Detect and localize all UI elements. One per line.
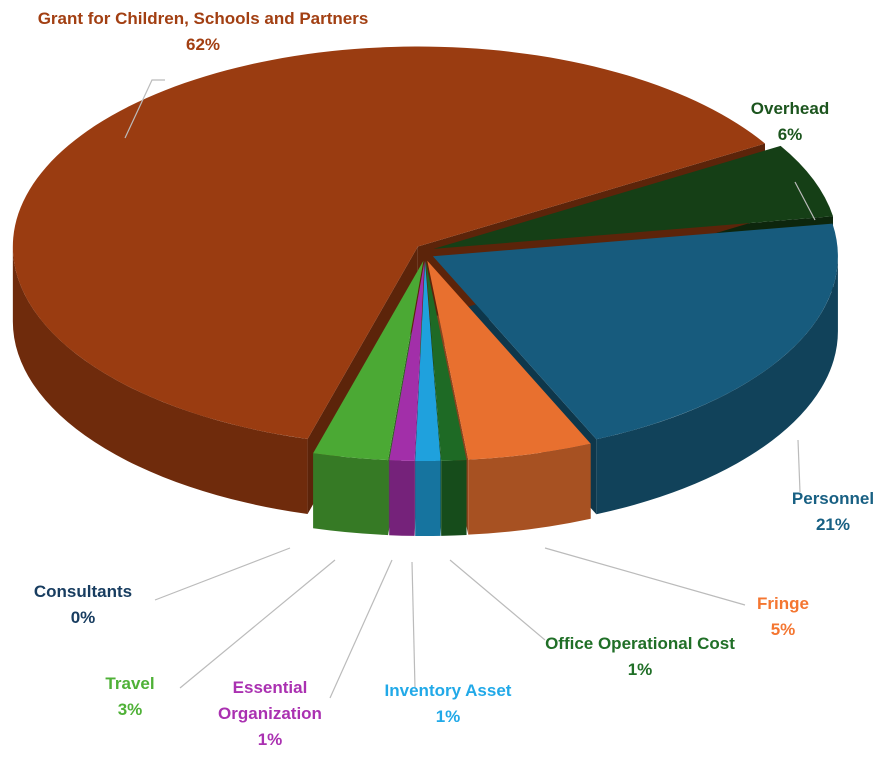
value-label: 1%	[257, 730, 283, 749]
slice-wall	[415, 460, 441, 536]
leader-line	[124, 79, 165, 139]
category-label: Consultants	[33, 582, 133, 601]
category-label: Overhead	[750, 99, 830, 118]
value-label: 21%	[815, 515, 851, 534]
value-label: 1%	[627, 660, 653, 679]
data-label: Essential Organization 1%	[200, 675, 340, 753]
slice-wall	[441, 459, 467, 536]
slice	[313, 260, 424, 461]
leader-line	[154, 547, 291, 601]
category-label: Inventory Asset	[384, 681, 512, 700]
leader-line	[794, 181, 816, 221]
data-label: Travel 3%	[105, 671, 154, 723]
slice-wall	[596, 256, 838, 515]
leader-line	[329, 559, 393, 699]
data-label: Inventory Asset 1%	[385, 678, 512, 730]
leader-line	[411, 561, 416, 689]
leader-line	[449, 559, 546, 641]
leader-line	[544, 547, 746, 606]
slice-wall	[12, 246, 308, 514]
data-label: Office Operational Cost 1%	[540, 631, 740, 683]
data-label: Consultants 0%	[34, 579, 132, 631]
slice	[427, 260, 591, 460]
data-label: Overhead 6%	[751, 96, 829, 148]
slice-wall	[313, 453, 389, 536]
slice	[415, 261, 441, 461]
leader-line	[797, 439, 801, 493]
value-label: 5%	[770, 620, 796, 639]
data-label: Grant for Children, Schools and Partners…	[38, 6, 369, 58]
slice	[425, 260, 467, 461]
category-label: Grant for Children, Schools and Partners	[37, 9, 369, 28]
category-label: Fringe	[757, 594, 809, 613]
slice	[12, 46, 765, 439]
value-label: 62%	[185, 35, 221, 54]
leader-line	[179, 559, 336, 689]
value-label: 1%	[435, 707, 461, 726]
slice	[389, 260, 425, 461]
slice	[432, 223, 838, 440]
category-label: Personnel	[791, 489, 875, 508]
value-label: 0%	[70, 608, 96, 627]
slice	[388, 260, 425, 461]
slice-wall	[389, 460, 415, 536]
slice	[433, 145, 834, 249]
value-label: 3%	[117, 700, 143, 719]
slice-wall	[468, 443, 591, 535]
category-label: Essential Organization	[218, 678, 322, 723]
value-label: 6%	[777, 125, 803, 144]
category-label: Travel	[105, 674, 155, 693]
data-label: Personnel 21%	[792, 486, 874, 538]
category-label: Office Operational Cost	[545, 634, 735, 653]
data-label: Fringe 5%	[757, 591, 809, 643]
